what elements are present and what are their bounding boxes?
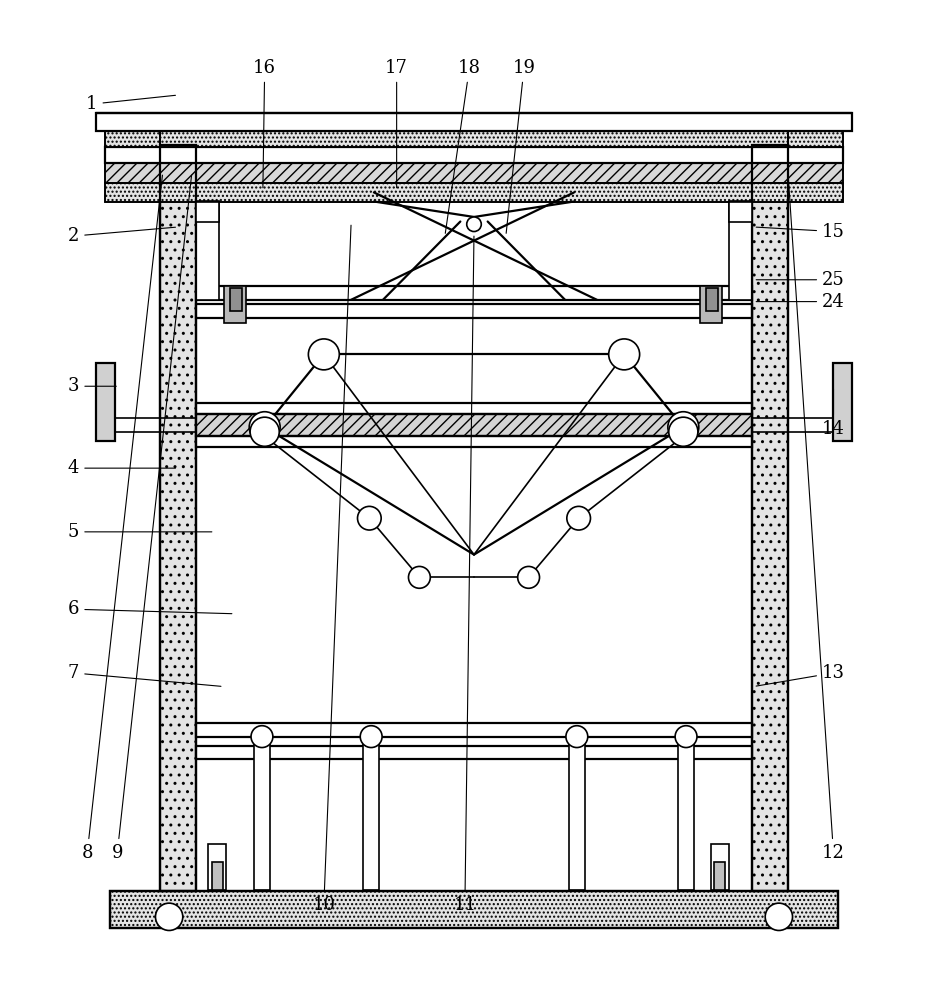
Text: 18: 18 — [446, 59, 481, 233]
Circle shape — [567, 506, 591, 530]
Bar — [97, 363, 115, 441]
Bar — [196, 414, 752, 436]
Text: 3: 3 — [68, 377, 117, 395]
Bar — [97, 113, 851, 131]
Text: 4: 4 — [68, 459, 175, 477]
Bar — [196, 723, 752, 737]
Bar — [160, 145, 196, 891]
Bar — [196, 304, 752, 318]
Bar — [788, 183, 843, 202]
Circle shape — [251, 726, 273, 748]
Circle shape — [675, 726, 697, 748]
Bar — [196, 202, 219, 222]
Text: 17: 17 — [385, 59, 408, 188]
Bar — [196, 414, 752, 436]
Bar — [752, 145, 788, 891]
Circle shape — [308, 339, 339, 370]
Bar — [729, 202, 752, 222]
Bar — [363, 735, 379, 890]
Bar — [752, 145, 788, 891]
Bar — [160, 183, 788, 202]
Circle shape — [609, 339, 640, 370]
Bar — [110, 891, 838, 928]
Bar — [196, 286, 752, 300]
Text: 7: 7 — [68, 664, 221, 686]
Text: 24: 24 — [757, 293, 845, 311]
Bar — [230, 288, 242, 311]
Circle shape — [466, 217, 482, 232]
Bar — [569, 735, 585, 890]
Circle shape — [155, 903, 183, 930]
Bar — [833, 363, 851, 441]
Text: 8: 8 — [82, 175, 162, 862]
Bar — [729, 201, 752, 300]
Bar — [105, 163, 843, 183]
Bar — [110, 891, 838, 928]
Bar — [105, 183, 160, 202]
Text: 19: 19 — [506, 59, 536, 233]
Bar — [196, 436, 752, 447]
Bar — [714, 862, 725, 890]
Bar — [105, 131, 160, 147]
Bar — [105, 147, 843, 163]
Circle shape — [250, 417, 280, 446]
Text: 5: 5 — [68, 523, 211, 541]
Circle shape — [518, 566, 539, 588]
Text: 12: 12 — [788, 175, 845, 862]
Text: 2: 2 — [68, 227, 175, 245]
Circle shape — [765, 903, 793, 930]
Bar — [105, 183, 160, 202]
Text: 25: 25 — [757, 271, 845, 289]
Bar — [700, 286, 722, 323]
Bar — [160, 131, 788, 147]
Circle shape — [409, 566, 430, 588]
Bar — [212, 862, 223, 890]
Bar — [788, 131, 843, 147]
Text: 9: 9 — [112, 175, 191, 862]
Bar — [196, 746, 752, 759]
Text: 6: 6 — [68, 600, 232, 618]
Bar — [160, 183, 788, 202]
Circle shape — [667, 412, 699, 443]
Text: 13: 13 — [757, 664, 845, 686]
Circle shape — [668, 417, 698, 446]
Bar — [105, 131, 160, 147]
Circle shape — [249, 412, 281, 443]
Bar — [196, 403, 752, 414]
Bar — [711, 844, 729, 890]
Bar — [678, 735, 694, 890]
Text: 16: 16 — [253, 59, 276, 188]
Text: 1: 1 — [86, 95, 175, 113]
Circle shape — [360, 726, 382, 748]
Text: 14: 14 — [822, 389, 845, 438]
Bar — [224, 286, 246, 323]
Circle shape — [566, 726, 588, 748]
Text: 10: 10 — [312, 225, 351, 914]
Bar — [788, 131, 843, 147]
Bar — [209, 844, 227, 890]
Bar — [788, 183, 843, 202]
Bar — [706, 288, 718, 311]
Text: 11: 11 — [453, 236, 477, 914]
Bar — [254, 735, 270, 890]
Bar — [105, 163, 843, 183]
Bar — [196, 201, 219, 300]
Text: 15: 15 — [757, 223, 845, 241]
Circle shape — [357, 506, 381, 530]
Bar — [160, 145, 196, 891]
Bar — [160, 131, 788, 147]
